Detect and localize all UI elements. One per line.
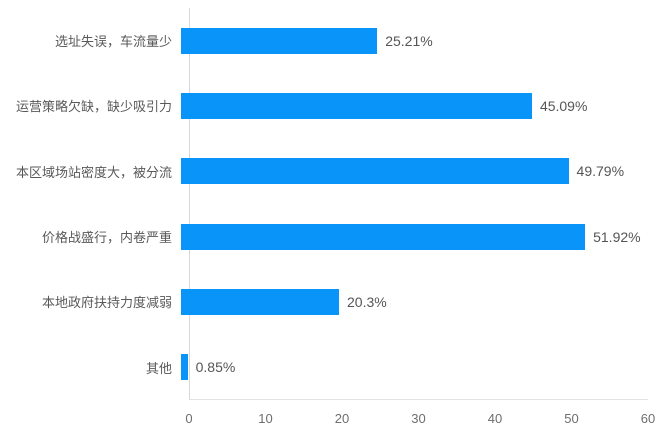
chart-row: 选址失误，车流量少 25.21% — [0, 8, 648, 73]
value-label: 0.85% — [195, 359, 236, 376]
x-tick-label: 60 — [640, 411, 656, 426]
category-label: 本区域场站密度大，被分流 — [15, 164, 172, 180]
category-label: 本地政府扶持力度减弱 — [41, 295, 172, 311]
bar-track: 45.09% — [181, 73, 648, 138]
value-label: 49.79% — [576, 163, 625, 180]
bar-track: 25.21% — [181, 8, 648, 73]
chart-row: 其他 0.85% — [0, 335, 648, 400]
value-label: 45.09% — [539, 97, 588, 114]
x-tick-label: 50 — [564, 411, 579, 426]
bar — [181, 288, 339, 315]
bar-track: 49.79% — [181, 139, 648, 204]
category-label: 其他 — [145, 360, 172, 376]
category-label: 运营策略欠缺，缺少吸引力 — [15, 99, 172, 115]
x-tick-label: 30 — [411, 411, 426, 426]
bar — [181, 27, 378, 54]
chart-rows: 选址失误，车流量少 25.21% 运营策略欠缺，缺少吸引力 45.09% 本区域场站密度… — [0, 8, 648, 400]
x-tick-label: 0 — [185, 411, 193, 426]
x-tick-label: 20 — [334, 411, 350, 426]
bar-track: 0.85% — [181, 335, 648, 400]
x-axis: 0 10 20 30 40 50 60 — [185, 411, 655, 431]
bar-track: 51.92% — [181, 204, 648, 269]
chart-row: 价格战盛行，内卷严重 51.92% — [0, 204, 648, 269]
chart-row: 运营策略欠缺，缺少吸引力 45.09% — [0, 73, 648, 138]
category-label: 价格战盛行，内卷严重 — [41, 230, 172, 246]
value-label: 25.21% — [385, 32, 433, 49]
value-label: 20.3% — [347, 293, 387, 310]
chart-row: 本地政府扶持力度减弱 20.3% — [0, 269, 648, 334]
bar — [181, 223, 586, 250]
value-label: 51.92% — [593, 228, 641, 245]
bar — [181, 354, 188, 381]
bar-track: 20.3% — [181, 269, 648, 334]
x-tick-label: 40 — [487, 411, 503, 426]
chart-row: 本区域场站密度大，被分流 49.79% — [0, 139, 648, 204]
x-tick-label: 10 — [258, 411, 273, 426]
bar — [181, 158, 569, 185]
bar — [181, 92, 532, 119]
category-label: 选址失误，车流量少 — [54, 34, 172, 50]
